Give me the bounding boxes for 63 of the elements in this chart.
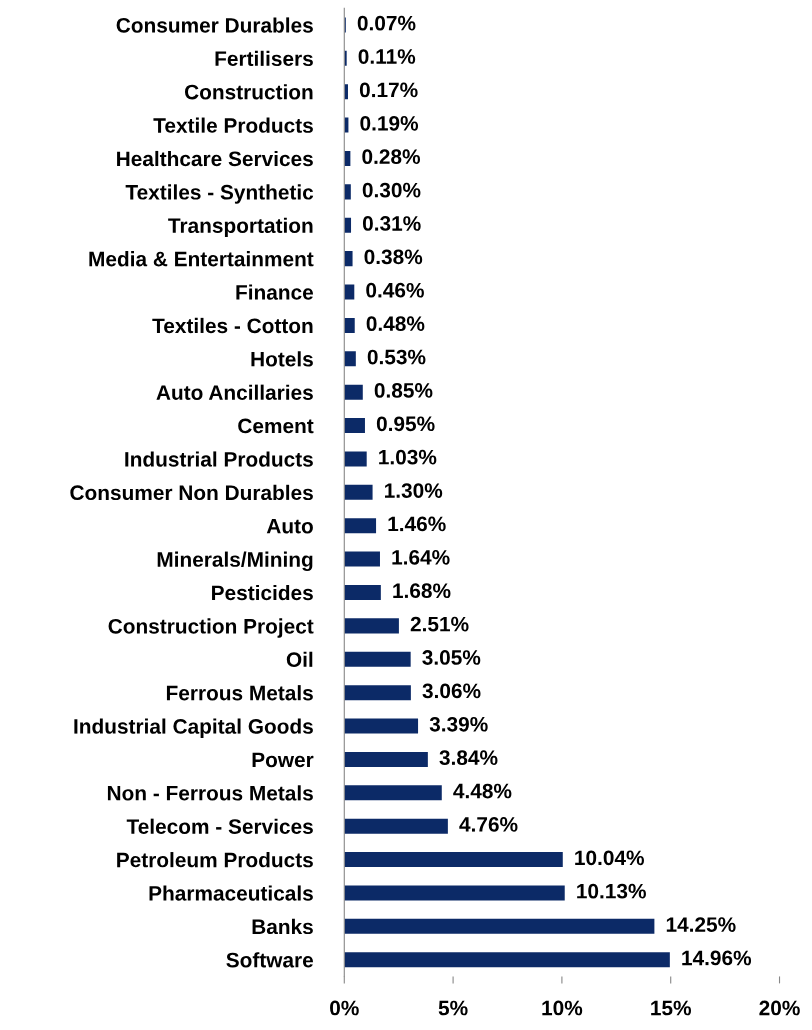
data-label: 1.64% [392,549,450,565]
y-tick-label: Finance [236,284,314,300]
x-tick-label: 15% [651,1000,692,1016]
y-tick-label: Media & Entertainment [89,251,314,267]
y-tick-label: Oil [286,651,313,668]
data-label: 10.13% [577,883,646,899]
data-label: 3.39% [429,716,488,732]
data-label: 0.95% [376,416,435,432]
y-tick-label: Consumer Non Durables [70,484,313,501]
data-label: 4.48% [453,783,512,799]
y-tick-label: Petroleum Products [117,852,313,868]
data-label: 4.76% [459,817,518,832]
y-tick-label: Ferrous Metals [166,685,313,701]
y-tick-label: Hotels [251,351,313,367]
y-tick-label: Banks [252,918,313,935]
y-tick-label: Construction Project [108,618,314,638]
data-label: 0.30% [362,182,421,198]
y-tick-label: Consumer Durables [116,17,313,33]
y-tick-label: Healthcare Services [117,150,313,167]
data-label: 0.28% [362,149,421,165]
data-label: 1.30% [385,483,443,498]
data-label: 0.46% [366,282,424,298]
data-label: 3.06% [422,683,481,699]
data-label: 1.68% [393,583,451,599]
y-tick-label: Transportation [168,217,313,238]
y-tick-label: Industrial Capital Goods [74,718,313,738]
data-label: 1.46% [388,516,446,532]
y-tick-label: Industrial Products [125,451,313,467]
data-label: 14.25% [666,917,736,932]
data-label: 0.11% [358,49,416,64]
data-label: 14.96% [682,950,752,966]
data-label: 0.53% [367,349,426,365]
y-tick-label: Pesticides [212,584,313,601]
y-tick-label: Fertilisers [215,50,313,67]
data-label: 3.84% [439,750,498,766]
data-label: 10.04% [575,850,644,866]
y-tick-label: Textiles - Cotton [152,317,313,334]
x-tick-label: 0% [330,1000,359,1016]
data-label: 0.38% [364,249,423,265]
data-label: 0.48% [366,316,425,331]
y-tick-label: Minerals/Mining [157,551,313,572]
y-tick-label: Construction [184,84,313,100]
x-tick-label: 10% [542,1000,583,1016]
data-label: 2.51% [410,616,469,632]
data-label: 0.17% [359,82,418,98]
data-label: 0.07% [357,15,416,31]
y-tick-label: Textiles - Synthetic [125,184,314,204]
data-label: 3.05% [422,650,481,665]
y-tick-label: Power [252,752,314,768]
y-tick-label: Auto Ancillaries [156,384,313,400]
y-tick-label: Auto [266,518,313,534]
data-label: 0.85% [374,383,433,398]
x-tick-label: 5% [438,1000,468,1016]
y-tick-label: Cement [238,418,314,434]
y-tick-label: Software [226,952,314,968]
y-tick-label: Textile Products [153,117,313,133]
data-label: 0.31% [362,216,421,231]
x-tick-label: 20% [759,1000,800,1016]
data-label: 1.03% [379,449,437,465]
y-tick-label: Telecom - Services [126,818,313,834]
data-label: 0.19% [360,115,419,131]
y-tick-label: Pharmaceuticals [149,885,313,901]
y-tick-label: Non - Ferrous Metals [107,785,313,801]
